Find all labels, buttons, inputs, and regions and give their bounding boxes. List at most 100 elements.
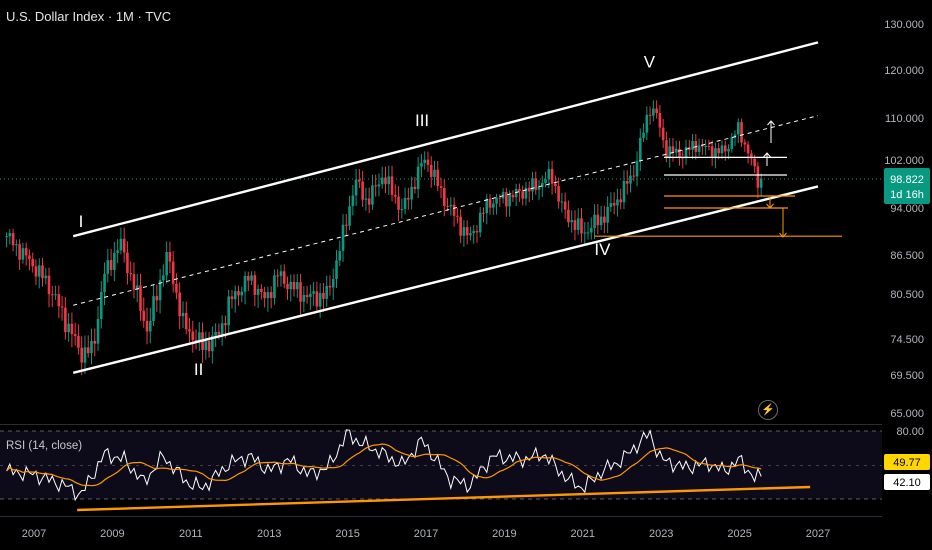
candle-body [132,274,136,290]
candle-body [449,204,453,207]
candle-body [302,294,306,302]
y-tick-label: 110.000 [885,113,924,125]
candle-body [77,335,80,348]
candle-body [648,114,652,116]
candle-body [625,181,629,184]
candle-body [371,185,374,205]
y-tick-label: 80.500 [890,289,924,301]
candle-body [286,283,289,290]
candle-body [472,231,475,234]
candle-body [665,140,668,158]
candle-body [142,310,146,321]
candle-body [527,187,531,192]
candle-body [554,183,557,187]
candle-body [325,285,328,299]
candle-body [439,186,443,188]
candle-body [34,266,38,277]
candle-body [403,197,407,210]
candle-body [410,186,413,200]
candle-body [456,215,459,217]
candle-body [224,323,227,326]
candle-body [220,323,224,335]
candle-body [122,238,126,253]
candle-body [282,271,286,284]
candle-body [426,159,430,165]
candle-body [580,218,583,234]
candle-body [113,252,116,270]
candle-body [727,148,730,152]
candle-body [246,276,250,281]
candle-body [168,251,172,262]
candle-body [28,255,31,260]
arrow-up-2 [763,152,771,166]
candle-body [436,169,440,187]
candle-body [446,205,449,207]
x-tick-label: 2009 [100,528,124,540]
x-tick-label: 2007 [22,528,46,540]
candles [5,100,763,376]
candle-body [276,275,279,277]
candle-body [24,248,28,256]
candle-body [377,184,381,187]
lightning-icon[interactable]: ⚡ [758,400,778,420]
candle-body [93,341,97,344]
candle-body [756,166,760,188]
rsi-tick-label: 80.00 [896,426,924,438]
candle-body [211,335,214,352]
candle-body [155,296,159,301]
candle-body [178,292,181,317]
candle-body [550,168,554,184]
rsi-ma-line [6,443,762,487]
candle-body [80,347,83,363]
candle-body [44,275,48,279]
candle-body [413,186,417,190]
candle-body [135,285,139,290]
candle-body [269,292,273,299]
candle-body [750,153,753,159]
candle-body [537,186,541,190]
candle-body [207,341,211,352]
y-tick-label: 86.500 [890,250,924,262]
countdown-value: 1d 16h [890,189,924,201]
candle-body [560,201,564,203]
candle-body [5,236,8,238]
candle-body [429,164,433,177]
candle-body [162,275,165,281]
candle-body [684,147,688,159]
candle-body [753,158,756,167]
candle-body [701,145,704,147]
candle-body [576,218,580,230]
candle-body [328,285,332,288]
candle-body [540,182,544,187]
candle-body [119,238,123,251]
candle-body [338,250,342,261]
wave-label-V: V [644,53,656,72]
candle-body [478,212,482,233]
candle-body [619,199,622,203]
candle-body [90,341,93,354]
y-tick-label: 102.000 [884,155,924,167]
candle-body [217,331,221,335]
candle-body [96,318,100,344]
chart-title: U.S. Dollar Index · 1M · TVC [6,9,172,24]
wave-label-I: I [79,212,84,231]
candle-body [31,259,34,267]
candle-body [309,293,312,298]
candle-body [57,294,61,307]
candle-body [661,127,665,141]
candle-body [165,251,168,276]
channel-mid-line [73,115,819,306]
candle-body [674,148,678,153]
x-tick-label: 2021 [571,528,595,540]
candle-body [253,275,257,295]
candle-body [423,159,426,163]
candle-body [704,145,707,147]
candle-body [299,282,302,302]
candle-body [158,280,162,301]
y-tick-label: 65.000 [890,408,924,420]
candle-body [521,191,524,199]
arrow-down-2 [779,208,787,238]
candle-body [380,177,384,185]
candle-body [374,185,377,187]
